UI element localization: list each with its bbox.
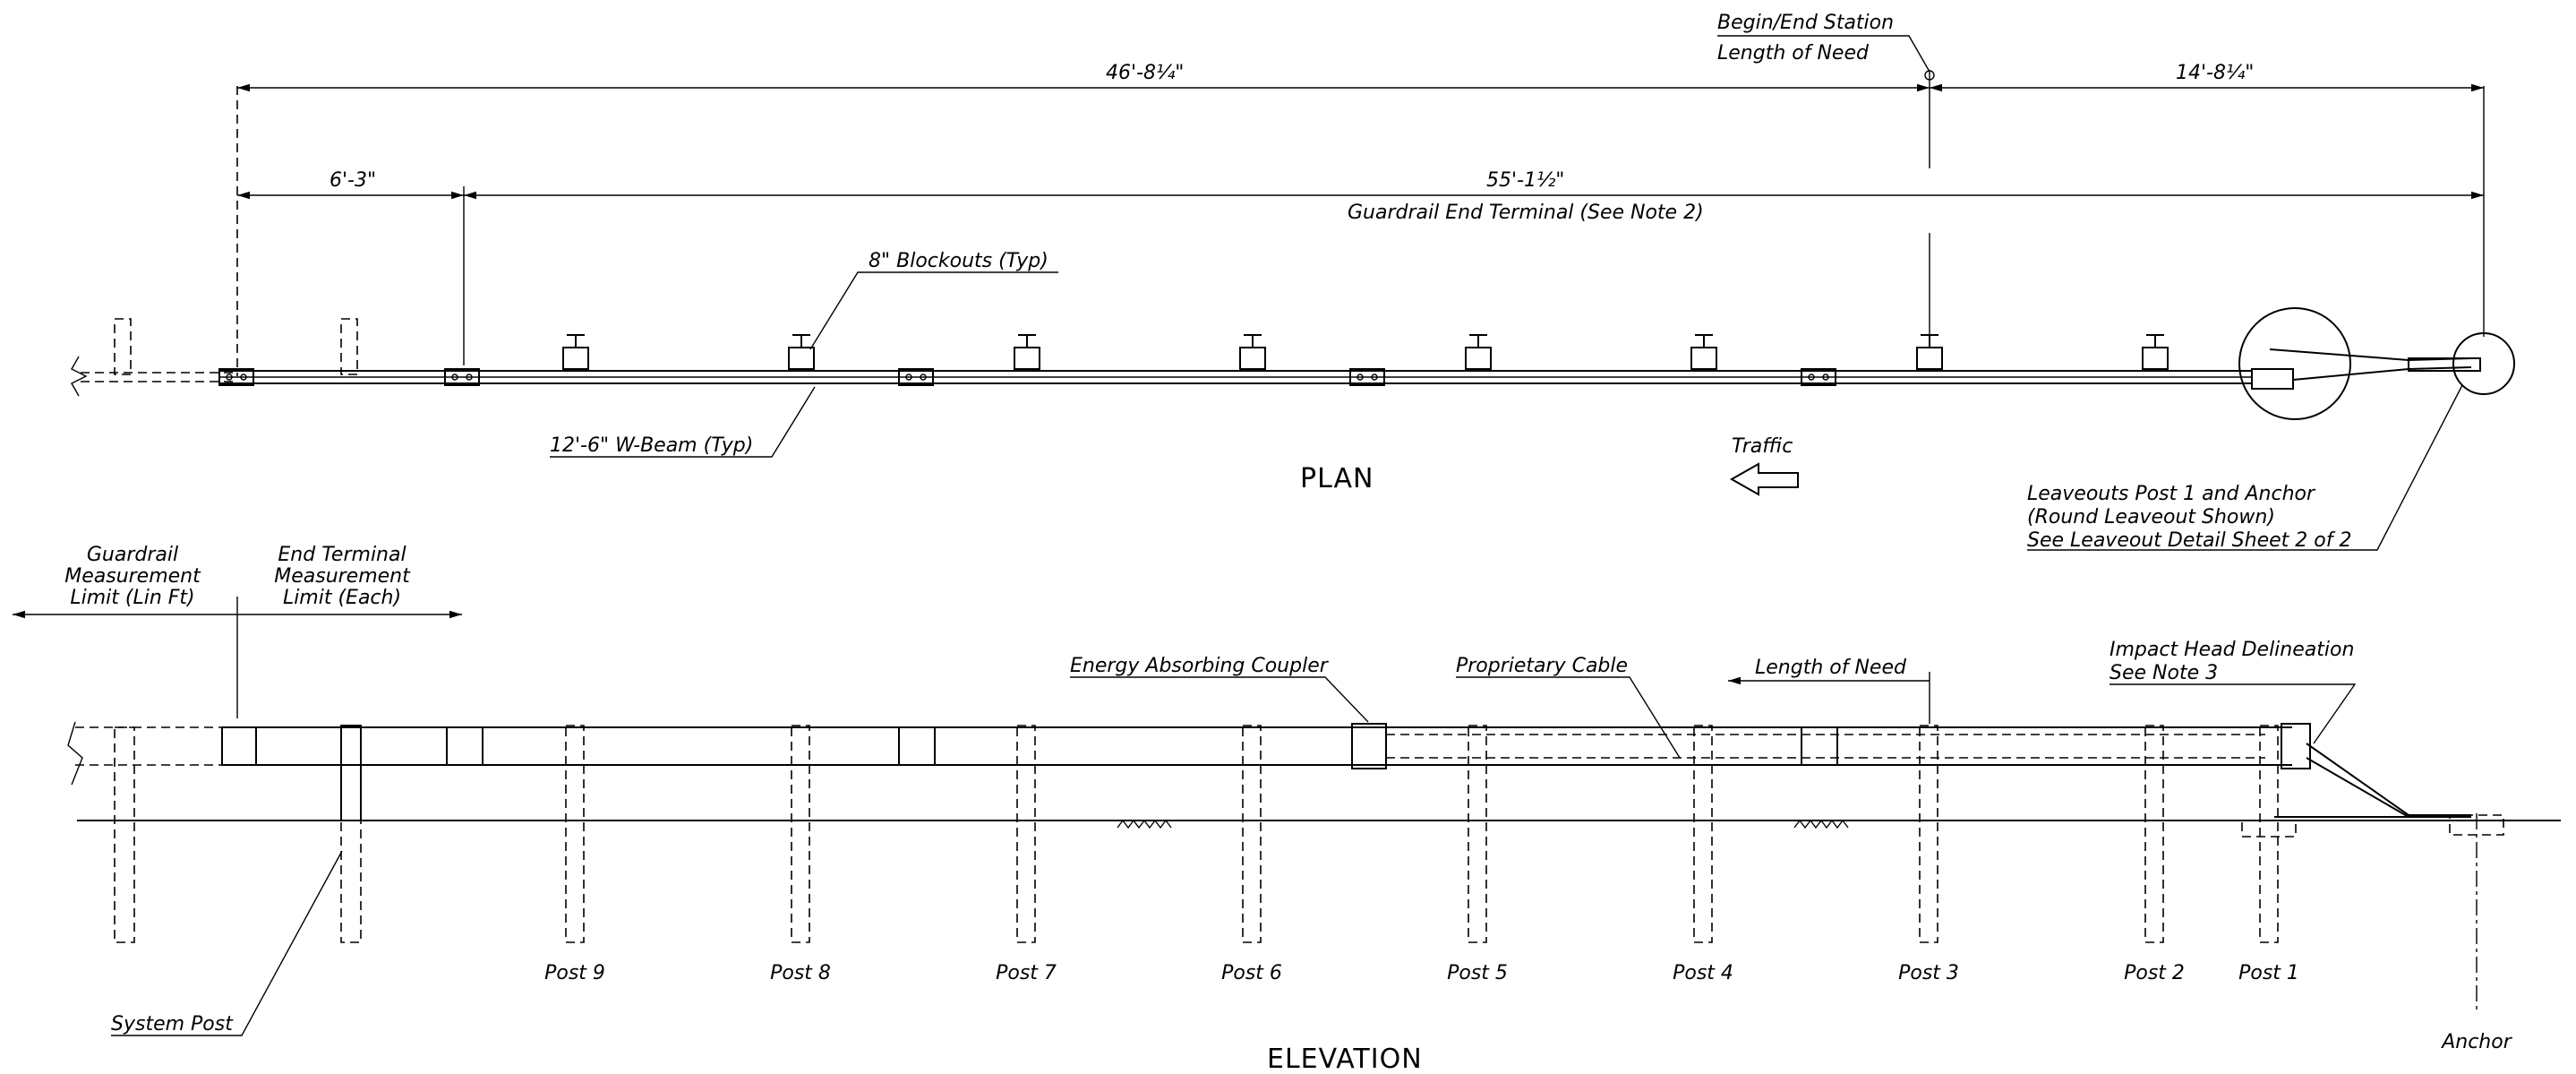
system-post-plan	[340, 318, 358, 375]
w-beam-label: 12'-6" W-Beam (Typ)	[550, 434, 753, 457]
impact-head-plan	[2251, 368, 2294, 390]
impact-head-leader	[2110, 683, 2357, 744]
anchor-label: Anchor	[2440, 1031, 2512, 1053]
traffic-label: Traffic	[1732, 435, 1793, 458]
dimension-46ft-label: 46'-8¼"	[1106, 62, 1184, 84]
plan-title: PLAN	[1300, 463, 1374, 494]
anchor-plan	[2408, 357, 2481, 372]
guardrail-limit-label-3: Limit (Lin Ft)	[70, 587, 194, 609]
ground-hatch-2	[1793, 819, 1849, 829]
traffic-arrow-icon	[1729, 462, 1799, 496]
existing-post-elevation	[114, 726, 135, 943]
dimension-6ft-label: 6'-3"	[329, 169, 376, 192]
posts-elevation	[340, 725, 2297, 943]
guardrail-limit-label-1: Guardrail	[87, 544, 178, 566]
end-terminal-note: Guardrail End Terminal (See Note 2)	[1348, 202, 1704, 224]
system-post-label: System Post	[111, 1013, 234, 1035]
leaveouts-leader	[2027, 384, 2463, 551]
ground-hatch-1	[1117, 819, 1172, 829]
impact-head-label-2: See Note 3	[2110, 662, 2218, 684]
guardrail-limit-label-2: Measurement	[64, 565, 201, 588]
existing-post-plan	[114, 318, 132, 375]
posts-plan	[562, 334, 2169, 370]
impact-head-label-1: Impact Head Delineation	[2110, 639, 2354, 661]
rail-splices-plan	[218, 368, 1836, 386]
rail-splices-elevation	[221, 726, 1838, 766]
leaveouts-label-1: Leaveouts Post 1 and Anchor	[2027, 483, 2316, 505]
elevation-title: ELEVATION	[1267, 1044, 1423, 1074]
post-label: Post 8	[770, 962, 831, 984]
proprietary-cable-leader	[1456, 676, 1681, 759]
leaveout-anchor-plan	[2452, 332, 2515, 395]
dimension-14ft-label: 14'-8¼"	[2176, 62, 2254, 84]
break-line-plan	[71, 356, 88, 397]
blockouts-leader	[809, 271, 1058, 350]
length-of-need-label-plan: Length of Need	[1717, 42, 1870, 64]
post-label: Post 9	[544, 962, 605, 984]
post-label: Post 6	[1221, 962, 1282, 984]
post-label: Post 2	[2124, 962, 2185, 984]
dimension-55ft-label: 55'-1½"	[1486, 169, 1564, 192]
proprietary-cable-label: Proprietary Cable	[1456, 655, 1628, 677]
energy-coupler-leader	[1070, 676, 1369, 723]
elevation-view: Guardrail Measurement Limit (Lin Ft) End…	[12, 544, 2561, 1074]
terminal-limit-label-2: Measurement	[274, 565, 411, 588]
system-post-leader	[111, 850, 343, 1036]
leaveout-post-1-plan	[2238, 307, 2351, 420]
post-label: Post 1	[2238, 962, 2299, 984]
impact-head-elevation	[2281, 723, 2311, 769]
post-label: Post 3	[1898, 962, 1959, 984]
terminal-limit-label-3: Limit (Each)	[283, 587, 401, 609]
begin-end-station-label: Begin/End Station	[1717, 12, 1894, 34]
w-beam-leader	[550, 386, 816, 458]
post-label: Post 5	[1447, 962, 1508, 984]
station-leader	[1717, 35, 1930, 73]
leaveouts-label-3: See Leaveout Detail Sheet 2 of 2	[2027, 529, 2351, 552]
post-label: Post 7	[996, 962, 1057, 984]
length-of-need-label-elevation: Length of Need	[1755, 657, 1907, 679]
break-line-elevation	[67, 721, 83, 786]
plan-view: 46'-8¼" 14'-8¼" 6'-3" 55'-1½" Guardrail …	[71, 12, 2515, 552]
post-label: Post 4	[1673, 962, 1733, 984]
terminal-limit-label-1: End Terminal	[278, 544, 406, 566]
leaveouts-label-2: (Round Leaveout Shown)	[2027, 506, 2275, 528]
energy-coupler-label: Energy Absorbing Coupler	[1070, 655, 1330, 677]
blockouts-label: 8" Blockouts (Typ)	[869, 250, 1048, 272]
energy-coupler-elevation	[1351, 723, 1387, 769]
